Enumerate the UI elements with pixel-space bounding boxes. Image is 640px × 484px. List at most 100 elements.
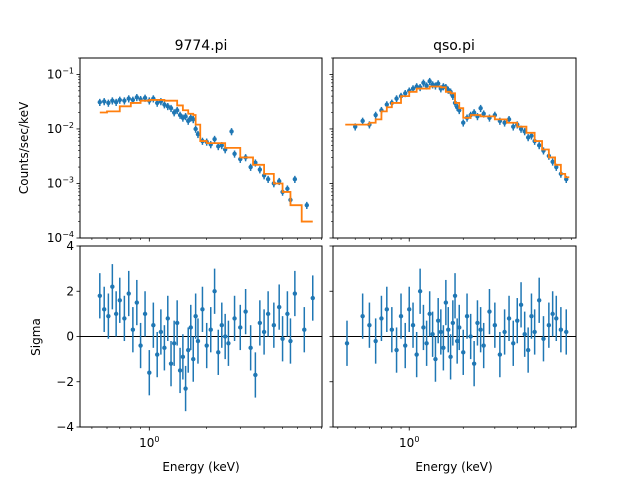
data-point xyxy=(257,167,263,172)
panel-0: 10−4 10−3 10−2 10−1 xyxy=(47,57,323,245)
data-point xyxy=(154,100,160,106)
data-point xyxy=(403,343,408,348)
tick-base: 10 xyxy=(399,436,414,450)
data-point xyxy=(421,325,426,330)
data-point xyxy=(446,327,451,332)
data-point xyxy=(122,316,127,321)
data-point xyxy=(229,129,234,134)
y-tick-label: 10−1 xyxy=(47,66,74,81)
data-point xyxy=(271,322,277,328)
data-point xyxy=(248,164,253,170)
x-tick-label: 100 xyxy=(399,435,419,450)
data-point xyxy=(525,347,531,353)
data-point xyxy=(344,341,350,346)
data-point xyxy=(134,95,140,100)
data-point xyxy=(243,309,248,314)
data-point xyxy=(464,313,470,319)
data-point xyxy=(165,316,170,321)
data-point xyxy=(471,110,477,115)
title-right: qso.pi xyxy=(433,38,475,54)
data-point xyxy=(435,318,441,323)
data-point xyxy=(285,186,290,191)
data-point xyxy=(414,84,419,89)
data-point xyxy=(407,307,412,312)
data-point xyxy=(518,302,524,308)
data-point xyxy=(492,322,498,328)
tick-base: 10 xyxy=(47,122,62,136)
data-point xyxy=(130,327,136,332)
data-point xyxy=(177,368,183,373)
data-point xyxy=(186,347,191,353)
tick-base: 10 xyxy=(139,436,154,450)
data-point xyxy=(138,343,143,348)
data-point xyxy=(257,320,263,326)
y-tick-label: −4 xyxy=(56,420,74,434)
data-point xyxy=(497,352,503,357)
data-point xyxy=(457,325,462,330)
data-point xyxy=(310,295,315,301)
y-tick-label: 10−3 xyxy=(47,175,74,190)
data-point xyxy=(216,350,221,355)
data-point xyxy=(130,97,136,103)
data-point xyxy=(126,291,131,296)
ylabel-bottom: Sigma xyxy=(29,318,43,356)
data-point xyxy=(441,345,446,351)
data-point xyxy=(384,102,390,107)
panel-1 xyxy=(329,57,577,242)
data-point xyxy=(468,334,473,339)
data-point xyxy=(304,202,310,208)
data-point xyxy=(424,341,429,346)
data-point xyxy=(564,329,569,335)
data-point xyxy=(421,80,426,86)
data-point xyxy=(502,120,507,125)
data-point xyxy=(142,311,148,317)
data-point xyxy=(481,343,486,348)
data-point xyxy=(367,322,372,328)
data-point xyxy=(102,307,107,312)
data-point xyxy=(191,117,196,122)
data-point xyxy=(414,352,419,357)
data-point xyxy=(506,316,512,321)
data-point xyxy=(110,284,115,289)
data-point xyxy=(208,327,213,332)
data-point xyxy=(97,293,103,298)
plot-area xyxy=(333,268,576,387)
tick-exp: 0 xyxy=(154,435,159,444)
data-point xyxy=(389,327,395,332)
data-point xyxy=(97,99,103,105)
data-point xyxy=(550,159,555,164)
data-point xyxy=(285,311,290,317)
y-tick-label: 10−4 xyxy=(47,230,74,245)
data-point xyxy=(529,313,534,319)
model-line xyxy=(99,99,313,223)
model-line xyxy=(345,85,570,179)
data-point xyxy=(403,91,408,96)
data-point xyxy=(183,114,188,119)
data-point xyxy=(265,176,271,182)
y-tick-label: 4 xyxy=(66,239,74,253)
plot-area xyxy=(345,77,570,184)
y-tick-label: 10−2 xyxy=(47,121,74,136)
data-point xyxy=(168,106,174,111)
data-point xyxy=(126,96,131,101)
data-point xyxy=(450,93,456,99)
y-tick-label: −2 xyxy=(56,375,74,389)
data-point xyxy=(200,307,205,312)
data-point xyxy=(212,289,217,294)
data-point xyxy=(204,343,209,348)
data-point xyxy=(410,322,416,328)
data-point xyxy=(457,108,462,113)
data-point xyxy=(232,151,237,157)
data-point xyxy=(379,316,384,321)
data-point xyxy=(102,99,107,104)
data-point xyxy=(195,132,201,137)
data-point xyxy=(417,289,423,294)
ylabel-top: Counts/sec/keV xyxy=(17,101,31,194)
data-point xyxy=(554,316,559,321)
data-point xyxy=(113,311,119,317)
data-point xyxy=(529,133,534,138)
data-point xyxy=(384,307,390,312)
data-point xyxy=(216,144,221,149)
data-point xyxy=(438,329,444,335)
